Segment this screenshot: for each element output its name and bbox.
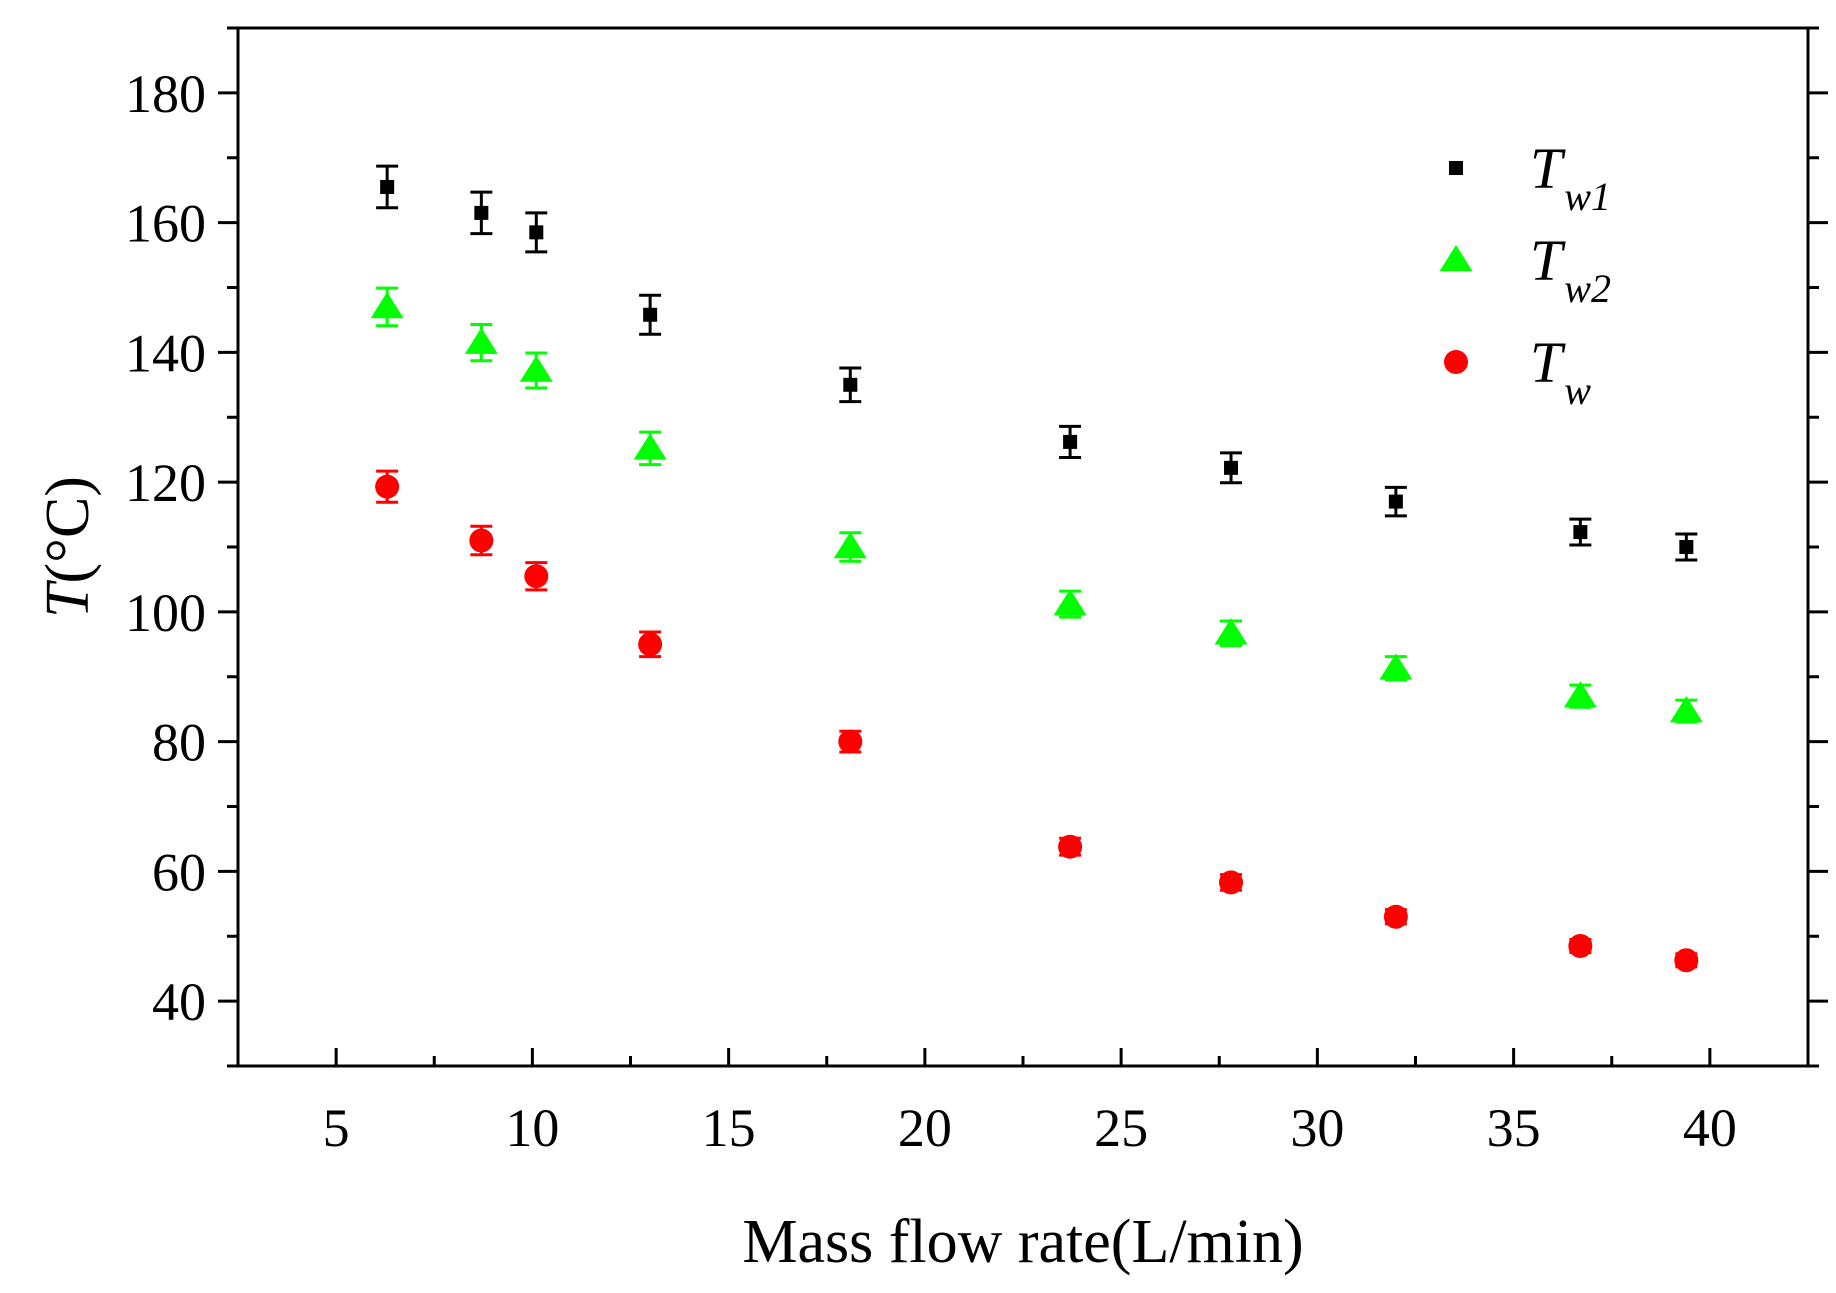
data-point [380, 179, 395, 194]
legend-label-main: T [1530, 228, 1566, 293]
y-tick-label: 40 [152, 972, 206, 1032]
y-tick-label: 120 [125, 453, 206, 513]
x-axis-title: Mass flow rate(L/min) [742, 1208, 1303, 1276]
data-point [529, 225, 544, 240]
y-tick-label: 180 [125, 64, 206, 124]
legend-label-T_w2: Tw2 [1530, 228, 1611, 311]
x-tick-label: 20 [898, 1098, 952, 1158]
data-point [838, 729, 863, 754]
y-tick-label: 60 [152, 842, 206, 902]
data-point [524, 564, 549, 589]
data-point [638, 632, 663, 657]
data-point [519, 355, 553, 382]
y-axis-title-unit: (°C) [34, 476, 102, 583]
legend-marker-T_w [1444, 350, 1468, 374]
legend-marker-T_w1 [1449, 161, 1463, 175]
data-point [1563, 681, 1597, 708]
data-point [843, 377, 858, 392]
x-tick-label: 15 [702, 1098, 756, 1158]
legend-label-T_w: Tw [1530, 330, 1591, 413]
legend-label-main: T [1530, 330, 1566, 395]
data-point [1573, 525, 1588, 540]
series-T_w [375, 469, 1699, 973]
legend-label-subscript: w1 [1564, 174, 1611, 219]
y-tick-label: 100 [125, 583, 206, 643]
legend-label-subscript: w [1564, 368, 1591, 413]
data-point [370, 291, 404, 319]
legend-marker-T_w2 [1439, 245, 1473, 272]
data-point [633, 433, 667, 460]
data-point [375, 474, 400, 499]
data-point [1224, 460, 1239, 475]
data-point [1214, 618, 1248, 645]
y-tick-label: 80 [152, 713, 206, 773]
y-axis-title: T(°C) [34, 476, 102, 618]
axes: 5 10 15 20 25 30 35 40 40 60 80 100 120 140 160 180 [125, 26, 1828, 1158]
data-point [1679, 540, 1694, 554]
data-point [1674, 948, 1699, 973]
x-tick-label: 30 [1290, 1098, 1344, 1158]
data-point [469, 528, 494, 553]
legend-label-main: T [1530, 136, 1566, 201]
x-tick-label: 10 [505, 1098, 559, 1158]
y-axis-title-symbol: T [34, 579, 102, 618]
x-tick-label: 25 [1094, 1098, 1148, 1158]
x-tick-label: 5 [323, 1098, 350, 1158]
x-tick-label: 40 [1683, 1098, 1737, 1158]
series-T_w1 [376, 164, 1698, 562]
legend-label-subscript: w2 [1564, 266, 1611, 311]
plot-area [370, 164, 1703, 973]
y-tick-label: 140 [125, 323, 206, 383]
data-point [1063, 434, 1078, 449]
x-tick-label: 35 [1487, 1098, 1541, 1158]
series-T_w2 [370, 286, 1703, 724]
data-point [1058, 834, 1083, 859]
data-point [474, 205, 489, 220]
legend-label-T_w1: Tw1 [1530, 136, 1611, 219]
data-point [1053, 589, 1087, 616]
y-tick-label: 160 [125, 194, 206, 254]
data-point [1383, 904, 1408, 929]
data-point [1568, 933, 1593, 958]
data-point [464, 327, 498, 354]
data-point [643, 307, 658, 322]
data-point [833, 532, 867, 559]
data-point [1388, 494, 1403, 509]
data-point [1669, 696, 1703, 723]
data-point [1219, 870, 1244, 895]
data-point [1379, 653, 1413, 680]
